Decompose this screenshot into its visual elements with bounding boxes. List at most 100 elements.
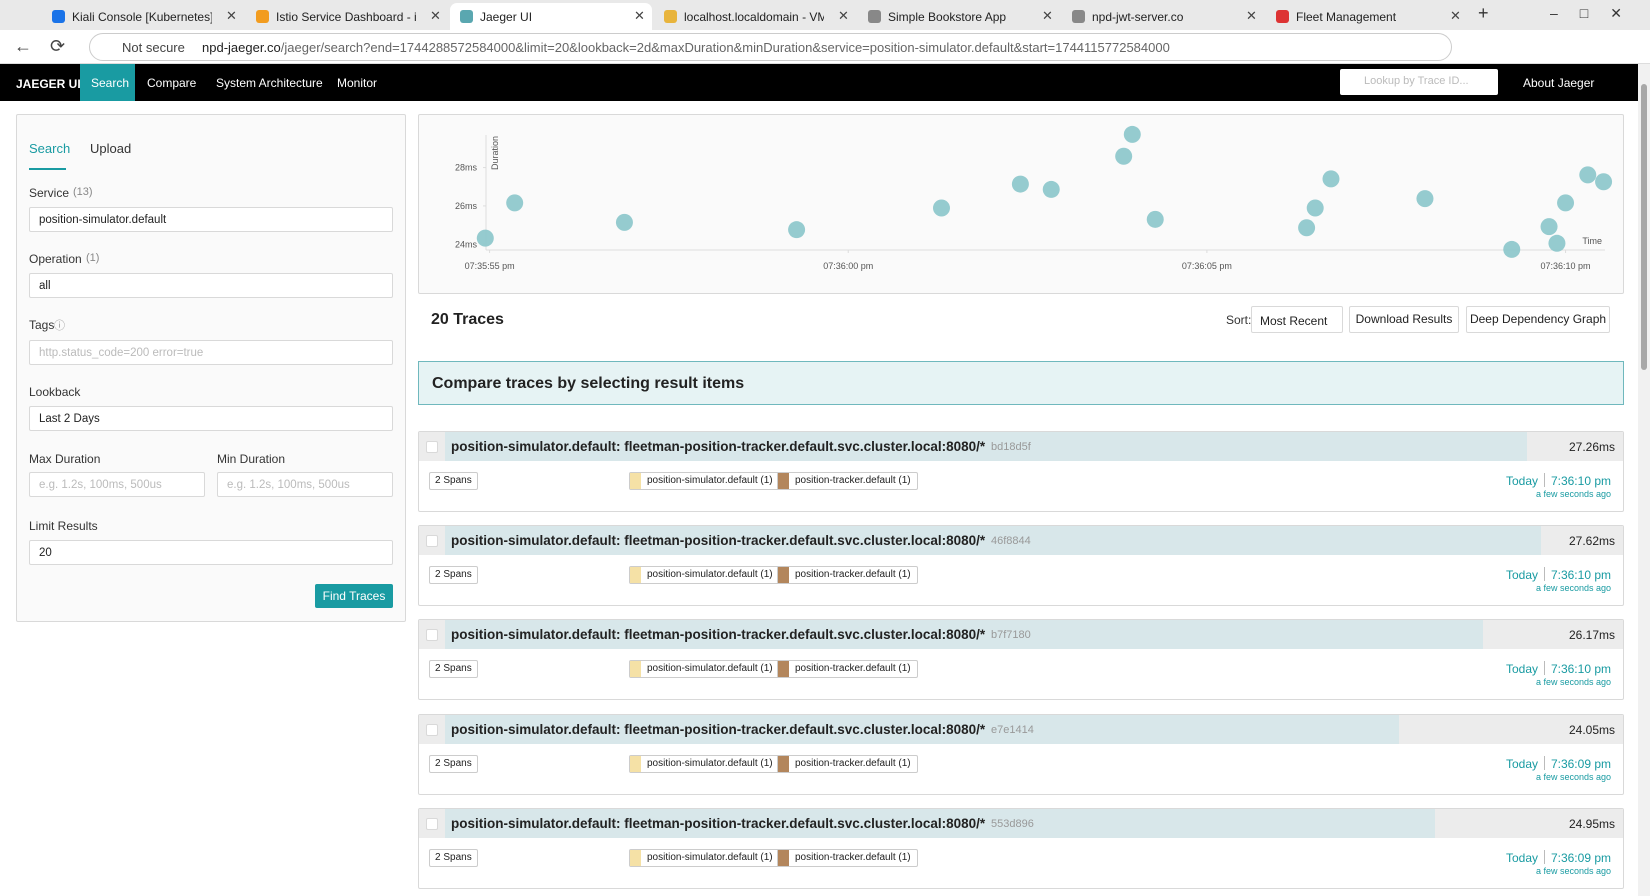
nav-item[interactable]: Compare bbox=[147, 76, 197, 90]
scroll-thumb[interactable] bbox=[1641, 84, 1647, 370]
tab-icon bbox=[868, 10, 881, 23]
address-bar[interactable]: Not secure npd-jaeger.co/jaeger/search?en… bbox=[89, 33, 1452, 61]
sort-select[interactable]: Most Recent bbox=[1251, 306, 1343, 333]
tab-icon bbox=[1072, 10, 1085, 23]
service-tag: position-tracker.default (1) bbox=[777, 472, 918, 490]
trace-duration: 24.95ms bbox=[1568, 816, 1615, 831]
browser-tab[interactable]: Jaeger UI ✕ bbox=[450, 3, 652, 30]
form-tab[interactable]: Upload bbox=[90, 141, 132, 156]
trace-time: 7:36:10 pm bbox=[1550, 568, 1611, 583]
input[interactable]: http.status_code=200 error=true bbox=[29, 340, 393, 365]
window-controls[interactable]: –□✕ bbox=[1550, 5, 1644, 21]
trace-lookup-placeholder: Lookup by Trace ID... bbox=[1364, 75, 1469, 87]
checkbox[interactable] bbox=[426, 723, 438, 736]
field-label: Lookback bbox=[29, 385, 81, 399]
find-traces-button[interactable]: Find Traces bbox=[315, 584, 393, 608]
browser-tab[interactable]: Fleet Management ✕ bbox=[1266, 3, 1468, 30]
tab-close[interactable]: ✕ bbox=[430, 8, 441, 23]
nav-active-bg bbox=[80, 64, 135, 101]
trace-item[interactable]: position-simulator.default: fleetman-pos… bbox=[418, 619, 1624, 701]
placeholder: http.status_code=200 error=true bbox=[39, 347, 204, 359]
trace-item[interactable]: position-simulator.default: fleetman-pos… bbox=[418, 525, 1624, 607]
trace-day: Today bbox=[1505, 568, 1538, 583]
trace-id: 46f8844 bbox=[991, 535, 1031, 548]
service-name: position-tracker.default (1) bbox=[795, 663, 911, 675]
duration-bar bbox=[445, 620, 1484, 650]
trace-point bbox=[1540, 218, 1558, 236]
tab-close[interactable]: ✕ bbox=[838, 8, 849, 23]
nav-item[interactable]: Monitor bbox=[337, 76, 378, 90]
y-axis-label: Duration bbox=[490, 136, 500, 170]
trace-time: 7:36:10 pm bbox=[1550, 662, 1611, 677]
field-label: Operation bbox=[29, 252, 82, 266]
new-tab-button[interactable]: + bbox=[1478, 3, 1489, 23]
service-tag: position-simulator.default (1) bbox=[629, 754, 780, 773]
sort-value: Most Recent bbox=[1260, 314, 1328, 328]
browser-tab[interactable]: npd-jwt-server.co ✕ bbox=[1062, 3, 1264, 30]
checkbox[interactable] bbox=[426, 817, 438, 830]
input[interactable]: 20 bbox=[29, 540, 393, 565]
form-tab[interactable]: Search bbox=[29, 141, 71, 156]
brand[interactable]: JAEGER UI bbox=[16, 77, 81, 91]
time-sep bbox=[1544, 567, 1545, 582]
scrollbar[interactable] bbox=[1638, 64, 1650, 896]
checkbox[interactable] bbox=[426, 629, 438, 642]
input[interactable]: e.g. 1.2s, 100ms, 500us bbox=[29, 472, 205, 497]
trace-point bbox=[1011, 175, 1029, 193]
placeholder: e.g. 1.2s, 100ms, 500us bbox=[39, 479, 162, 491]
trace-point bbox=[1298, 219, 1316, 237]
duration-bar bbox=[445, 526, 1541, 556]
tab-title: Jaeger UI bbox=[480, 10, 533, 24]
browser-tab[interactable]: Istio Service Dashboard - istio - D ✕ bbox=[246, 3, 448, 30]
trace-day: Today bbox=[1505, 474, 1538, 488]
trace-item[interactable]: position-simulator.default: fleetman-pos… bbox=[418, 431, 1624, 512]
trace-duration: 27.26ms bbox=[1568, 440, 1615, 454]
trace-point bbox=[788, 221, 806, 239]
input[interactable]: Last 2 Days bbox=[29, 406, 393, 431]
trace-title[interactable]: position-simulator.default: fleetman-pos… bbox=[451, 439, 986, 454]
about-menu[interactable]: About Jaeger bbox=[1523, 76, 1595, 90]
trace-title[interactable]: position-simulator.default: fleetman-pos… bbox=[451, 721, 986, 737]
trace-item[interactable]: position-simulator.default: fleetman-pos… bbox=[418, 807, 1624, 889]
service-name: position-tracker.default (1) bbox=[795, 569, 911, 581]
trace-title[interactable]: position-simulator.default: fleetman-pos… bbox=[451, 627, 986, 643]
input[interactable]: e.g. 1.2s, 100ms, 500us bbox=[217, 472, 393, 497]
time-sep bbox=[1544, 755, 1545, 770]
results-button[interactable]: Download Results bbox=[1349, 306, 1459, 333]
tab-icon bbox=[256, 10, 269, 23]
tab-close[interactable]: ✕ bbox=[634, 8, 645, 23]
placeholder: e.g. 1.2s, 100ms, 500us bbox=[227, 479, 350, 491]
time-sep bbox=[1544, 661, 1545, 676]
trace-point bbox=[1595, 173, 1613, 191]
service-swatch bbox=[630, 473, 641, 489]
nav-buttons[interactable]: ←⟳ bbox=[14, 36, 84, 56]
trace-id: bd18d5f bbox=[991, 441, 1031, 453]
browser-tab[interactable]: localhost.localdomain - VMware ✕ bbox=[654, 3, 856, 30]
browser-tab[interactable]: Simple Bookstore App ✕ bbox=[858, 3, 1060, 30]
input[interactable]: all bbox=[29, 273, 393, 298]
duration-bar bbox=[445, 432, 1527, 461]
browser-tab[interactable]: Kiali Console [Kubernetes] ✕ bbox=[42, 3, 244, 30]
nav-item[interactable]: Search bbox=[91, 76, 130, 90]
checkbox[interactable] bbox=[426, 535, 438, 548]
nav-item[interactable]: System Architecture bbox=[216, 76, 323, 90]
results-button[interactable]: Deep Dependency Graph bbox=[1466, 306, 1610, 333]
trace-title[interactable]: position-simulator.default: fleetman-pos… bbox=[451, 533, 986, 549]
trace-point bbox=[1322, 170, 1340, 188]
service-name: position-tracker.default (1) bbox=[795, 851, 911, 863]
tab-title: Kiali Console [Kubernetes] bbox=[72, 10, 212, 24]
trace-lookup[interactable]: Lookup by Trace ID... bbox=[1340, 69, 1498, 95]
tab-close[interactable]: ✕ bbox=[1246, 8, 1257, 23]
x-tick-label: 07:36:05 pm bbox=[1182, 261, 1232, 271]
field-value: all bbox=[39, 280, 51, 292]
tab-close[interactable]: ✕ bbox=[1450, 8, 1461, 23]
trace-item[interactable]: position-simulator.default: fleetman-pos… bbox=[418, 713, 1624, 795]
checkbox[interactable] bbox=[426, 441, 438, 453]
tab-close[interactable]: ✕ bbox=[1042, 8, 1053, 23]
tab-close[interactable]: ✕ bbox=[226, 8, 237, 23]
trace-point bbox=[1579, 166, 1597, 184]
service-name: position-tracker.default (1) bbox=[795, 475, 911, 486]
trace-title[interactable]: position-simulator.default: fleetman-pos… bbox=[451, 815, 986, 831]
input[interactable]: position-simulator.default bbox=[29, 207, 393, 232]
